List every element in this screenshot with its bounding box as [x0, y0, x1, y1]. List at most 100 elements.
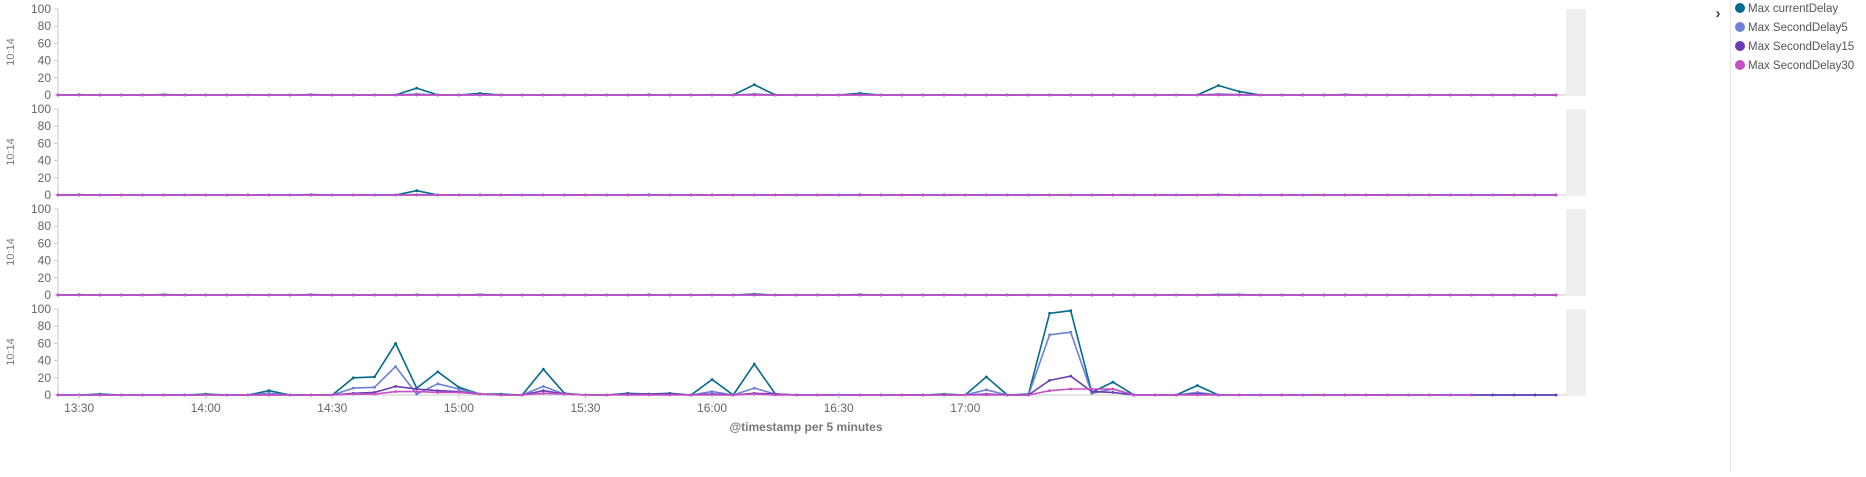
- data-point: [141, 294, 144, 297]
- data-point: [816, 394, 819, 397]
- y-tick-label: 20: [38, 271, 52, 285]
- data-point: [1027, 194, 1030, 197]
- data-point: [373, 294, 376, 297]
- data-point: [436, 94, 439, 97]
- data-point: [1323, 394, 1326, 397]
- data-point: [711, 194, 714, 197]
- data-point: [1238, 90, 1241, 93]
- data-point: [268, 294, 271, 297]
- data-point: [922, 294, 925, 297]
- data-point: [605, 94, 608, 97]
- data-point: [1112, 94, 1115, 97]
- data-point: [669, 294, 672, 297]
- legend-label: Max currentDelay: [1748, 3, 1838, 15]
- data-point: [943, 294, 946, 297]
- data-point: [289, 194, 292, 197]
- data-point: [500, 394, 503, 397]
- data-point: [415, 393, 418, 396]
- x-tick-label: 13:30: [64, 401, 94, 415]
- y-tick-label: 80: [38, 19, 52, 33]
- data-point: [352, 194, 355, 197]
- legend-label: Max SecondDelay30: [1748, 60, 1854, 72]
- data-point: [394, 385, 397, 388]
- data-point: [1470, 194, 1473, 197]
- data-point: [1259, 394, 1262, 397]
- data-point: [1133, 294, 1136, 297]
- data-point: [879, 394, 882, 397]
- data-point: [99, 94, 102, 97]
- data-point: [373, 386, 376, 389]
- data-point: [99, 294, 102, 297]
- data-point: [57, 94, 60, 97]
- legend-toggle-button[interactable]: ›: [1711, 6, 1725, 22]
- data-point: [1196, 94, 1199, 97]
- data-point: [542, 294, 545, 297]
- data-point: [584, 294, 587, 297]
- data-point: [647, 294, 650, 297]
- legend-item[interactable]: Max SecondDelay30: [1735, 57, 1854, 75]
- data-point: [1048, 194, 1051, 197]
- data-point: [732, 94, 735, 97]
- data-point: [120, 394, 123, 397]
- data-point: [268, 389, 271, 392]
- data-point: [669, 194, 672, 197]
- data-point: [141, 394, 144, 397]
- data-point: [394, 194, 397, 197]
- data-point: [1196, 394, 1199, 397]
- data-point: [1512, 194, 1515, 197]
- data-point: [1365, 294, 1368, 297]
- data-point: [1048, 379, 1051, 382]
- legend-color-dot: [1735, 60, 1745, 70]
- data-point: [626, 194, 629, 197]
- data-point: [711, 94, 714, 97]
- data-point: [1491, 94, 1494, 97]
- data-point: [1259, 194, 1262, 197]
- data-point: [774, 294, 777, 297]
- data-point: [310, 394, 313, 397]
- data-point: [943, 194, 946, 197]
- data-point: [500, 194, 503, 197]
- y-axis-label: 10:14: [5, 338, 17, 366]
- data-point: [1196, 194, 1199, 197]
- data-point: [1112, 194, 1115, 197]
- data-point: [331, 294, 334, 297]
- data-point: [753, 294, 756, 297]
- data-point: [352, 94, 355, 97]
- data-point: [436, 294, 439, 297]
- data-point: [458, 194, 461, 197]
- data-point: [985, 94, 988, 97]
- data-point: [837, 294, 840, 297]
- data-point: [1090, 390, 1093, 393]
- data-point: [774, 194, 777, 197]
- data-point: [626, 94, 629, 97]
- data-point: [352, 294, 355, 297]
- data-point: [162, 94, 165, 97]
- y-tick-label: 40: [38, 154, 52, 168]
- data-point: [120, 194, 123, 197]
- data-point: [858, 194, 861, 197]
- data-point: [1217, 84, 1220, 87]
- data-point: [879, 194, 882, 197]
- data-point: [458, 391, 461, 394]
- data-point: [626, 294, 629, 297]
- x-axis-label: @timestamp per 5 minutes: [729, 420, 882, 434]
- data-point: [563, 94, 566, 97]
- data-point: [711, 390, 714, 393]
- data-point: [1428, 94, 1431, 97]
- legend-item[interactable]: Max currentDelay: [1735, 0, 1838, 18]
- legend-item[interactable]: Max SecondDelay5: [1735, 19, 1848, 37]
- panel-gray-band: [1566, 9, 1586, 96]
- data-point: [479, 94, 482, 97]
- data-point: [415, 388, 418, 391]
- data-point: [1365, 394, 1368, 397]
- legend-color-dot: [1735, 41, 1745, 51]
- data-point: [858, 394, 861, 397]
- legend-item[interactable]: Max SecondDelay15: [1735, 38, 1854, 56]
- data-point: [162, 294, 165, 297]
- data-point: [732, 194, 735, 197]
- data-point: [1301, 394, 1304, 397]
- data-point: [1534, 94, 1537, 97]
- y-axis-label: 10:14: [5, 38, 17, 66]
- data-point: [1175, 394, 1178, 397]
